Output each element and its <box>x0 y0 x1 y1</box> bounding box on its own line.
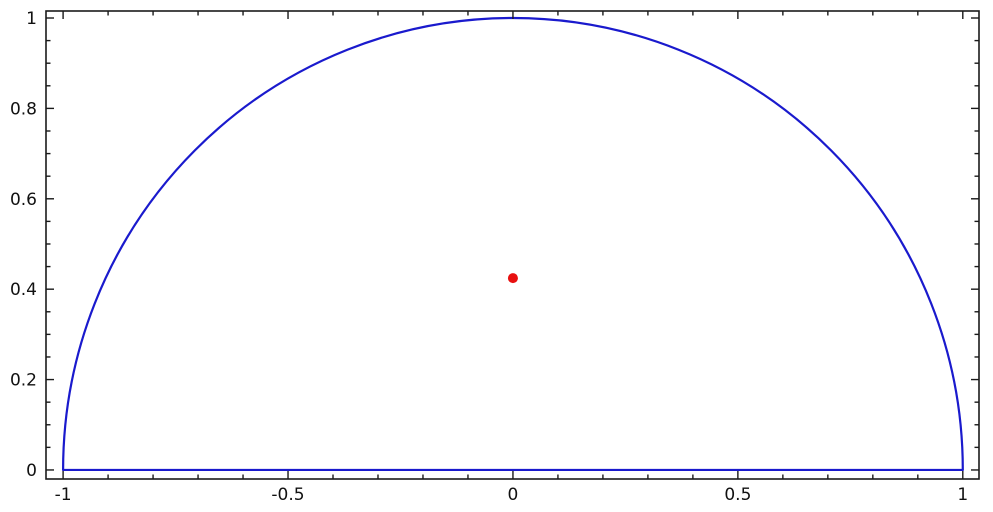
y-tick-label: 0.8 <box>10 99 37 119</box>
y-tick-label: 0.2 <box>10 371 37 391</box>
y-tick-label: 0.6 <box>10 190 37 210</box>
y-tick-label: 0 <box>26 461 37 481</box>
centroid-point <box>507 273 518 284</box>
tick-labels-layer: -1 -0.5 0 0.5 1 0 0.2 0.4 0.6 0.8 1 <box>10 9 968 505</box>
ticks-layer <box>46 11 979 479</box>
x-tick-label: -0.5 <box>271 485 304 505</box>
x-tick-label: 0.5 <box>724 485 751 505</box>
x-tick-label: -1 <box>55 485 72 505</box>
x-tick-label: 1 <box>957 485 968 505</box>
y-tick-label: 0.4 <box>10 280 37 300</box>
x-tick-label: 0 <box>508 485 519 505</box>
y-tick-label: 1 <box>26 9 37 29</box>
